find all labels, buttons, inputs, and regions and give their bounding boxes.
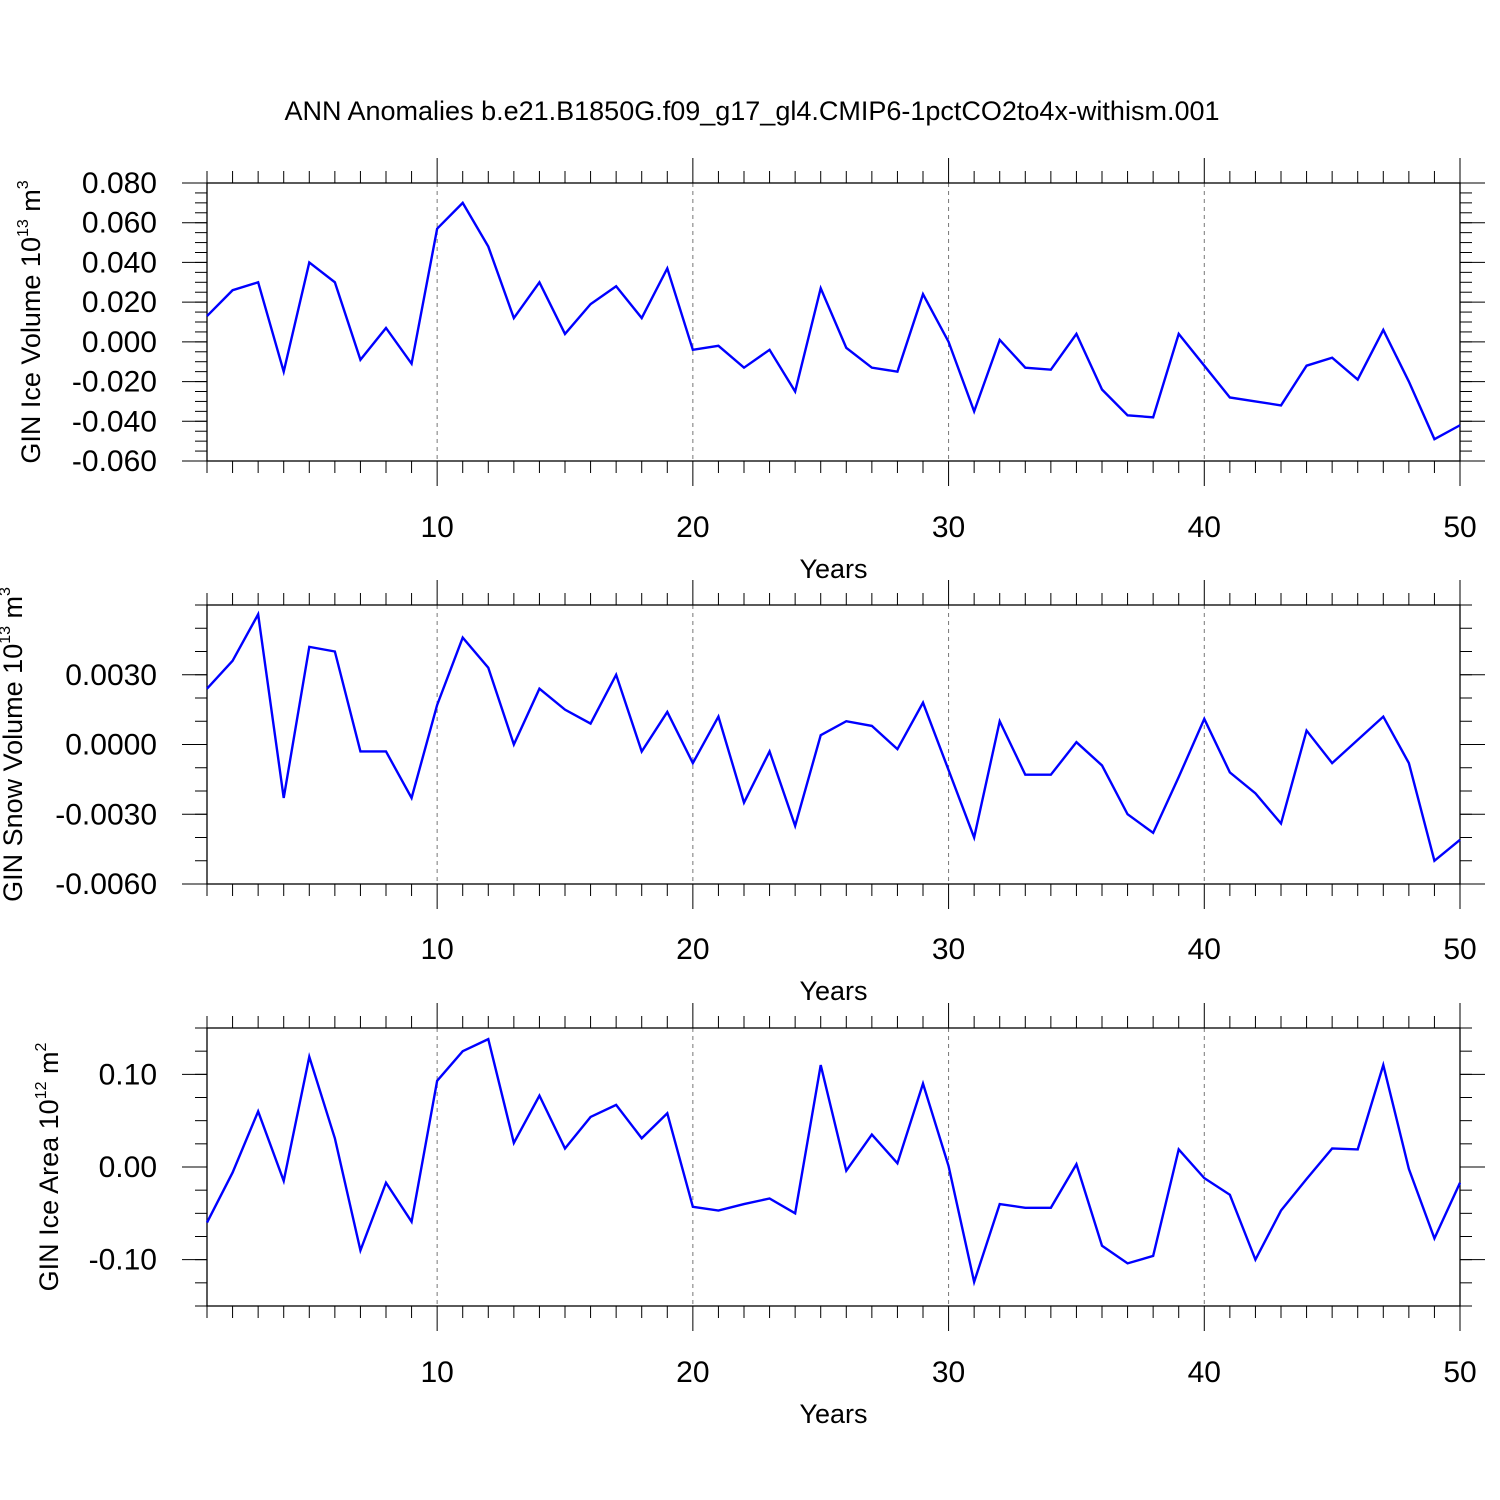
plot-frame [206,604,1461,885]
y-axis-title-part: GIN Ice Area 10 [34,1099,64,1291]
plot-frame [206,1027,1461,1307]
y-tick-label: -0.060 [72,445,157,478]
x-axis-title: Years [799,554,867,584]
y-tick-label: 0.040 [82,246,157,279]
series-line-1 [206,200,1461,441]
y-tick-label: 0.00 [99,1151,157,1184]
chart-panel-1: 10 20 30 40 50 -0.060 -0.040 -0.020 0.000 0.020 0.… [15,158,1485,584]
y-tick-label: 0.020 [82,286,157,319]
y-axis-title: GIN Ice Area 1012 m2 [33,1043,64,1292]
x-tick-label: 10 [420,933,453,966]
series-line-1 [205,1037,1462,1287]
y-axis-title-part: m [16,189,46,219]
x-tick-label: 10 [420,511,453,544]
y-axis-title-superscript: 3 [15,180,32,189]
panels: 10 20 30 40 50 -0.060 -0.040 -0.020 0.000 0.020 0.… [0,158,1485,1429]
y-axis-title-part: m [34,1052,64,1082]
y-tick-label: 0.0030 [65,659,157,692]
y-axis-title-superscript: 3 [0,587,14,596]
y-tick-label: 0.080 [82,167,157,200]
x-tick-label: 50 [1443,511,1476,544]
x-axis-title: Years [799,976,867,1006]
y-axis-title-part: GIN Ice Volume 10 [16,237,46,464]
y-axis-title-superscript: 12 [33,1081,50,1099]
x-tick-label: 40 [1188,933,1221,966]
y-axis-title: GIN Ice Volume 1013 m3 [15,180,46,463]
y-tick-label: 0.000 [82,326,157,359]
x-tick-label: 20 [676,1356,709,1389]
x-tick-label: 50 [1443,1356,1476,1389]
y-tick-label: -0.0030 [55,798,157,831]
series-line-1 [206,610,1461,863]
y-axis-title-superscript: 13 [0,626,14,644]
x-tick-label: 40 [1188,1356,1221,1389]
x-tick-label: 10 [420,1356,453,1389]
y-tick-label: 0.10 [99,1058,157,1091]
y-tick-label: -0.040 [72,405,157,438]
x-tick-label: 20 [676,933,709,966]
y-axis-title-superscript: 2 [33,1043,50,1052]
y-axis-title-part: GIN Snow Volume 10 [0,644,28,902]
x-tick-label: 50 [1443,933,1476,966]
y-tick-label: -0.10 [89,1244,157,1277]
x-tick-label: 30 [932,1356,965,1389]
x-axis-title: Years [799,1399,867,1429]
plot-frame [206,182,1461,462]
y-tick-label: 0.0000 [65,729,157,762]
x-tick-label: 30 [932,511,965,544]
chart-panel-3: 10 20 30 40 50 -0.10 0.00 0.10 Years GIN Ice Area… [33,1003,1485,1429]
y-tick-label: -0.0060 [55,868,157,901]
y-axis-title: GIN Snow Volume 1013 m3 [0,587,28,902]
y-tick-label: -0.020 [72,366,157,399]
chart-title: ANN Anomalies b.e21.B1850G.f09_g17_gl4.C… [284,96,1219,126]
chart-panel-2: 10 20 30 40 50 -0.0060 -0.0030 0.0000 0.0030 Year… [0,580,1485,1006]
y-axis-title-part: m [0,596,28,626]
x-tick-label: 20 [676,511,709,544]
x-tick-label: 30 [932,933,965,966]
x-tick-label: 40 [1188,511,1221,544]
y-axis-title-superscript: 13 [15,219,32,237]
y-tick-label: 0.060 [82,207,157,240]
